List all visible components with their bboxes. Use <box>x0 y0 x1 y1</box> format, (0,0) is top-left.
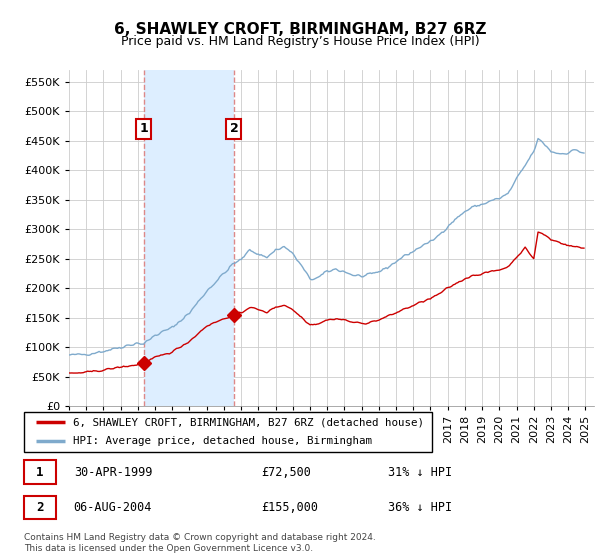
Bar <box>143 70 234 406</box>
Text: HPI: Average price, detached house, Birmingham: HPI: Average price, detached house, Birm… <box>73 436 372 446</box>
Text: 2: 2 <box>36 501 44 514</box>
Text: 36% ↓ HPI: 36% ↓ HPI <box>388 501 452 514</box>
Text: 6, SHAWLEY CROFT, BIRMINGHAM, B27 6RZ (detached house): 6, SHAWLEY CROFT, BIRMINGHAM, B27 6RZ (d… <box>73 418 424 427</box>
Text: Price paid vs. HM Land Registry’s House Price Index (HPI): Price paid vs. HM Land Registry’s House … <box>121 35 479 48</box>
Text: 06-AUG-2004: 06-AUG-2004 <box>74 501 152 514</box>
Bar <box>24 460 56 484</box>
Text: 30-APR-1999: 30-APR-1999 <box>74 465 152 479</box>
Text: £72,500: £72,500 <box>262 465 311 479</box>
Text: 31% ↓ HPI: 31% ↓ HPI <box>388 465 452 479</box>
Bar <box>24 496 56 519</box>
Text: 1: 1 <box>139 123 148 136</box>
Text: 6, SHAWLEY CROFT, BIRMINGHAM, B27 6RZ: 6, SHAWLEY CROFT, BIRMINGHAM, B27 6RZ <box>114 22 486 38</box>
Text: 2: 2 <box>230 123 238 136</box>
Text: £155,000: £155,000 <box>262 501 319 514</box>
Text: 1: 1 <box>36 465 44 479</box>
Text: Contains HM Land Registry data © Crown copyright and database right 2024.
This d: Contains HM Land Registry data © Crown c… <box>24 533 376 553</box>
